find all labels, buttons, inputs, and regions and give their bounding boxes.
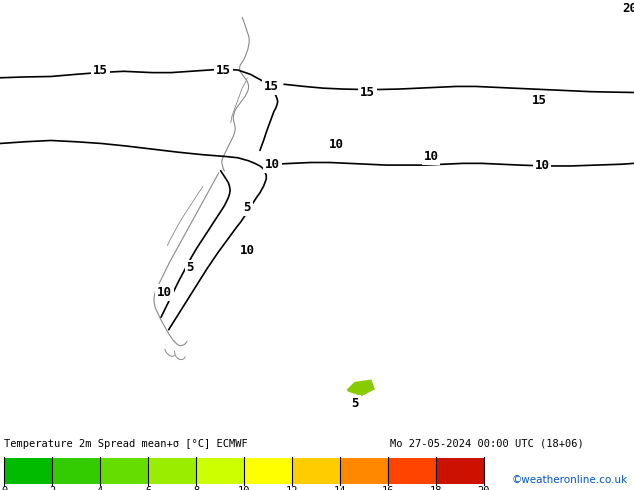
Text: ©weatheronline.co.uk: ©weatheronline.co.uk — [512, 475, 628, 485]
Text: 4: 4 — [97, 486, 103, 490]
Bar — [100, 458, 148, 484]
Text: 10: 10 — [328, 138, 344, 151]
Text: 10: 10 — [238, 486, 250, 490]
Bar — [196, 458, 244, 484]
Text: 15: 15 — [216, 64, 231, 77]
Text: 15: 15 — [264, 80, 279, 93]
Text: 10: 10 — [534, 159, 550, 172]
Bar — [148, 458, 196, 484]
Text: 2: 2 — [49, 486, 55, 490]
Text: 20: 20 — [478, 486, 490, 490]
Text: Temperature 2m Spread mean+σ [°C] ECMWF: Temperature 2m Spread mean+σ [°C] ECMWF — [4, 439, 248, 449]
Text: 12: 12 — [286, 486, 298, 490]
Bar — [292, 458, 340, 484]
Text: 8: 8 — [193, 486, 199, 490]
Text: 20: 20 — [622, 2, 634, 15]
Text: 5: 5 — [186, 262, 194, 274]
Bar — [340, 458, 388, 484]
Bar — [388, 458, 436, 484]
Text: 14: 14 — [333, 486, 346, 490]
Text: 15: 15 — [360, 86, 375, 99]
Text: Mo 27-05-2024 00:00 UTC (18+06): Mo 27-05-2024 00:00 UTC (18+06) — [390, 439, 584, 449]
Text: 0: 0 — [1, 486, 7, 490]
Bar — [244, 458, 292, 484]
Text: 10: 10 — [265, 158, 280, 171]
Text: 10: 10 — [424, 150, 439, 163]
Text: 5: 5 — [243, 201, 251, 214]
Text: 5: 5 — [351, 397, 359, 410]
Bar — [4, 458, 52, 484]
Text: 16: 16 — [382, 486, 394, 490]
Polygon shape — [347, 380, 374, 395]
Text: 6: 6 — [145, 486, 151, 490]
Text: 10: 10 — [240, 244, 255, 257]
Text: 18: 18 — [430, 486, 443, 490]
Text: 15: 15 — [93, 64, 108, 77]
Text: 10: 10 — [157, 286, 172, 299]
Bar — [52, 458, 100, 484]
Text: 15: 15 — [531, 94, 547, 107]
Bar — [436, 458, 484, 484]
